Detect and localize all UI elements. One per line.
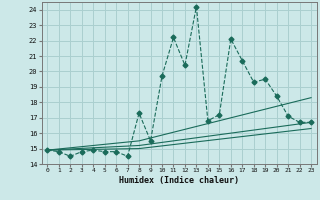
X-axis label: Humidex (Indice chaleur): Humidex (Indice chaleur) [119, 176, 239, 185]
